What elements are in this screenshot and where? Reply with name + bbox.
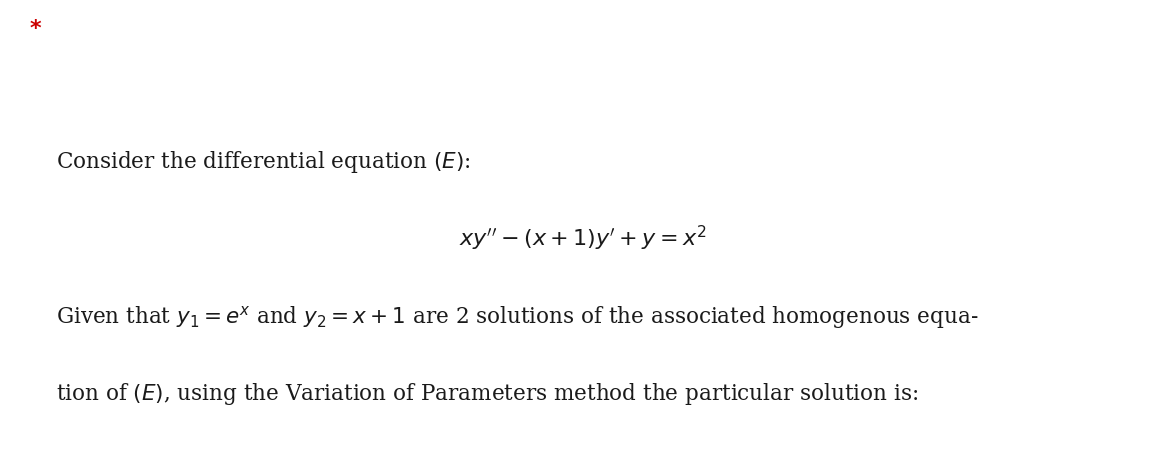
- Text: Consider the differential equation $(E)$:: Consider the differential equation $(E)$…: [56, 149, 471, 175]
- Text: *: *: [29, 19, 41, 39]
- Text: $xy'' - (x+1)y' + y = x^2$: $xy'' - (x+1)y' + y = x^2$: [459, 223, 706, 253]
- Text: tion of $(E)$, using the Variation of Parameters method the particular solution : tion of $(E)$, using the Variation of Pa…: [56, 380, 918, 406]
- Text: Given that $y_1 = e^x$ and $y_2 = x + 1$ are 2 solutions of the associated homog: Given that $y_1 = e^x$ and $y_2 = x + 1$…: [56, 303, 979, 330]
